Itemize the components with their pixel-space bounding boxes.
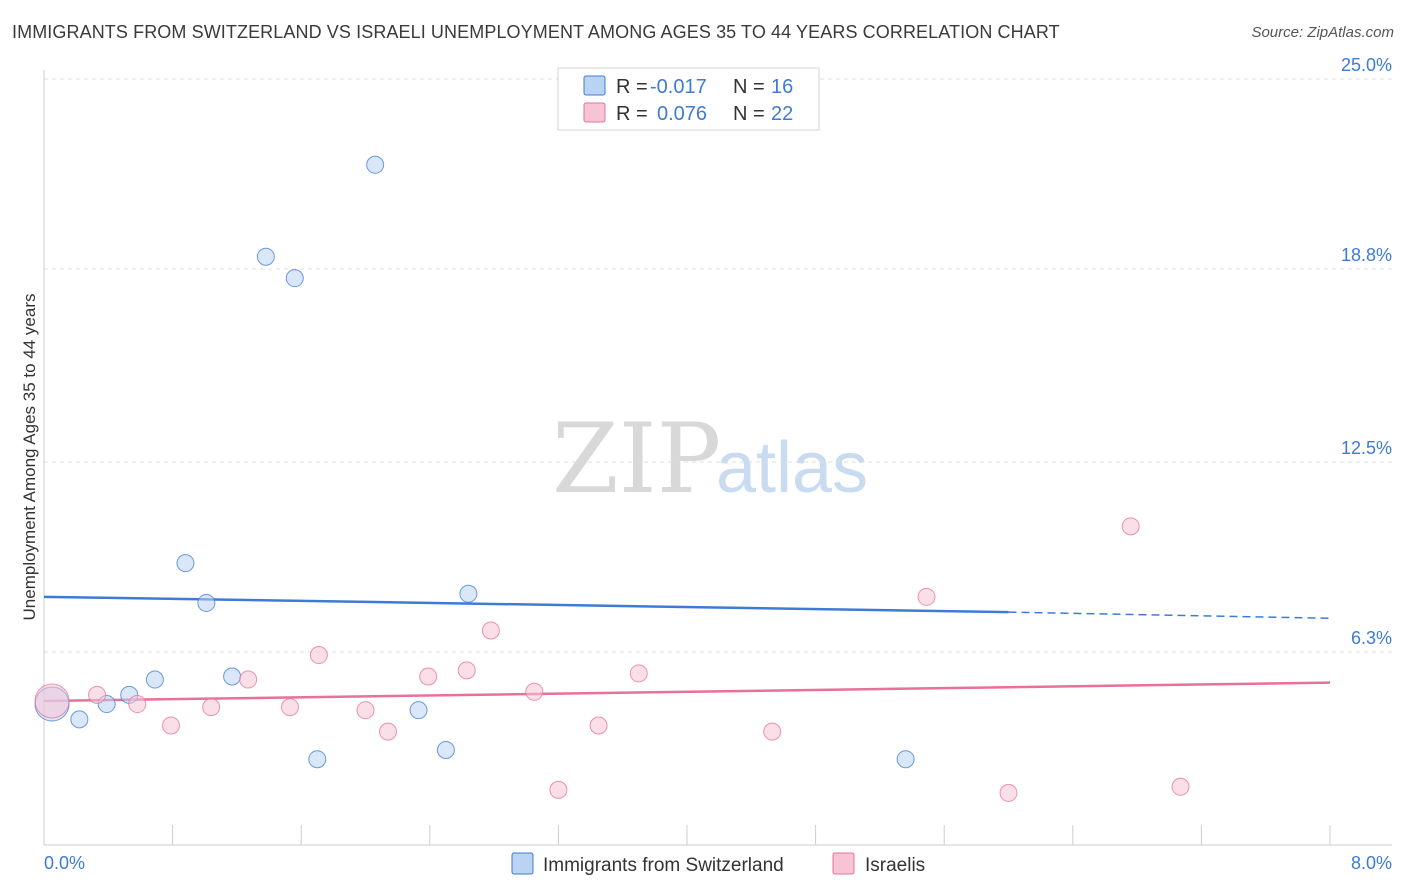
source-label: Source: ZipAtlas.com: [1251, 24, 1394, 41]
legend-r-value-0: -0.017: [650, 76, 707, 98]
trend-line-blue: [43, 595, 1009, 614]
legend-r-label-0: R =: [616, 76, 648, 98]
y-tick-label: 25.0%: [1341, 55, 1392, 75]
stats-legend: R = -0.017 N = 16 R = 0.076 N = 22: [557, 67, 820, 131]
grid-lines: [44, 78, 1392, 653]
point-blue: [896, 750, 915, 769]
series-legend-swatch-pink: [832, 852, 855, 875]
point-pink: [419, 667, 438, 686]
chart-title: IMMIGRANTS FROM SWITZERLAND VS ISRAELI U…: [12, 22, 1060, 42]
point-blue: [176, 554, 195, 573]
legend-r-value-1: 0.076: [657, 103, 707, 125]
watermark: ZIP atlas: [552, 403, 868, 515]
point-blue: [223, 667, 242, 686]
point-blue: [256, 247, 275, 266]
point-blue: [308, 750, 327, 769]
point-pink: [917, 587, 936, 606]
legend-n-value-0: 16: [771, 76, 793, 98]
point-pink: [481, 621, 500, 640]
x-tick-label-min: 0.0%: [44, 853, 85, 873]
point-blue: [459, 584, 478, 603]
point-pink: [379, 722, 398, 741]
point-pink: [128, 695, 147, 714]
legend-swatch-blue: [583, 75, 606, 96]
point-pink: [589, 716, 608, 735]
y-axis-title: Unemployment Among Ages 35 to 44 years: [20, 294, 39, 621]
legend-r-label-1: R =: [616, 103, 648, 125]
y-tick-labels: 6.3% 12.5% 18.8% 25.0%: [1341, 55, 1392, 648]
legend-n-value-1: 22: [771, 103, 793, 125]
y-tick-label: 18.8%: [1341, 245, 1392, 265]
series-legend-swatch-blue: [511, 852, 534, 875]
series-legend-label-0: Immigrants from Switzerland: [543, 855, 784, 876]
x-ticks: [43, 825, 1331, 845]
point-pink: [161, 716, 180, 735]
y-tick-label: 12.5%: [1341, 438, 1392, 458]
point-pink: [457, 661, 476, 680]
series-legend: Immigrants from Switzerland Israelis: [511, 852, 925, 876]
point-pink: [763, 722, 782, 741]
legend-swatch-pink: [583, 102, 606, 123]
x-tick-labels: 0.0% 8.0%: [44, 853, 1392, 873]
point-blue: [409, 701, 428, 720]
trend-line-extension-blue: [1008, 611, 1331, 620]
y-tick-label: 6.3%: [1351, 628, 1392, 648]
point-blue: [197, 593, 216, 612]
point-pink: [202, 698, 221, 717]
series-legend-label-1: Israelis: [865, 855, 925, 876]
point-pink: [999, 783, 1018, 802]
point-pink: [309, 646, 328, 665]
point-blue: [145, 670, 164, 689]
trend-lines: [43, 595, 1331, 703]
point-pink: [525, 682, 544, 701]
trend-line-pink: [43, 681, 1331, 703]
point-pink: [239, 670, 258, 689]
legend-n-label-1: N =: [733, 103, 765, 125]
x-tick-label-max: 8.0%: [1351, 853, 1392, 873]
point-blue: [285, 269, 304, 288]
point-pink: [629, 664, 648, 683]
legend-n-label-0: N =: [733, 76, 765, 98]
point-blue: [70, 710, 89, 729]
point-pink: [34, 683, 70, 719]
data-points: [34, 155, 1190, 802]
point-pink: [280, 698, 299, 717]
point-pink: [549, 780, 568, 799]
point-pink: [88, 685, 107, 704]
point-pink: [1171, 777, 1190, 796]
watermark-atlas: atlas: [716, 428, 868, 508]
point-pink: [1121, 517, 1140, 536]
point-pink: [356, 701, 375, 720]
point-blue: [436, 741, 455, 760]
watermark-zip: ZIP: [552, 403, 721, 515]
point-blue: [366, 155, 385, 174]
